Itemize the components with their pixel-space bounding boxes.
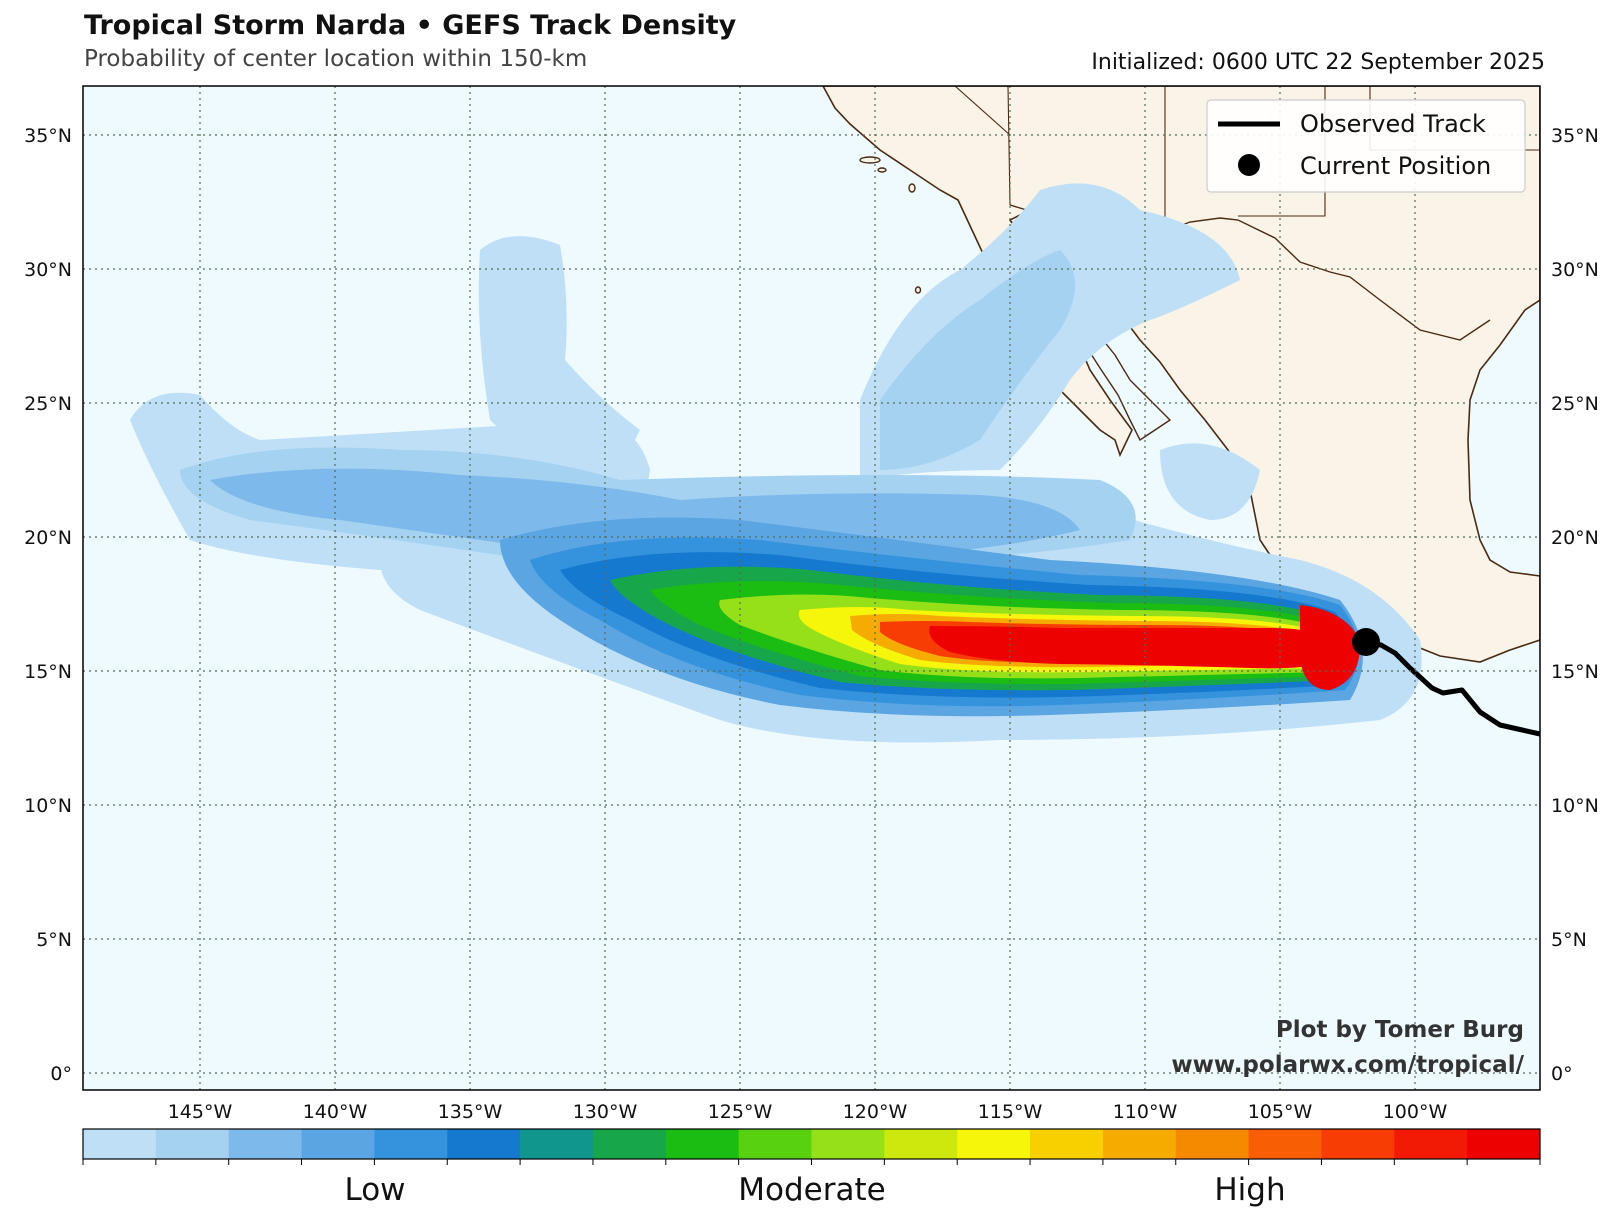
lon-label: 120°W (843, 1101, 908, 1123)
colorbar-swatch (1102, 1129, 1177, 1159)
lat-label: 35°N (1551, 125, 1599, 147)
colorbar-swatch (374, 1129, 448, 1159)
colorbar-swatch (738, 1129, 812, 1159)
lat-label: 30°N (1551, 259, 1599, 281)
lat-label: 15°N (1551, 661, 1599, 683)
colorbar-swatch (1467, 1129, 1541, 1159)
lat-label: 0° (1551, 1063, 1573, 1085)
lon-label: 105°W (1248, 1101, 1313, 1123)
colorbar (83, 1129, 1541, 1159)
colorbar-swatch (1175, 1129, 1250, 1159)
map-subtitle: Probability of center location within 15… (84, 46, 588, 72)
credit-line-1: Plot by Tomer Burg (1276, 1017, 1524, 1043)
lat-label: 5°N (36, 929, 72, 951)
colorbar-swatch (155, 1129, 230, 1159)
colorbar-swatch (83, 1129, 157, 1159)
lat-label: 0° (50, 1063, 72, 1085)
lon-label: 125°W (708, 1101, 773, 1123)
lon-label: 115°W (978, 1101, 1043, 1123)
map-frame (82, 85, 1541, 1091)
observed-track-line (1365, 639, 1540, 737)
lat-labels-left: 0° 5°N 10°N 15°N 20°N 25°N 30°N 35°N (24, 125, 72, 1085)
lon-label: 110°W (1113, 1101, 1178, 1123)
lat-label: 20°N (24, 527, 72, 549)
lon-labels: 145°W 140°W 135°W 130°W 125°W 120°W 115°… (168, 1101, 1448, 1123)
lon-label: 100°W (1383, 1101, 1448, 1123)
legend-current-swatch (1238, 154, 1260, 176)
colorbar-swatch (1248, 1129, 1322, 1159)
colorbar-swatch (884, 1129, 958, 1159)
legend-observed-label: Observed Track (1300, 110, 1486, 138)
colorbar-swatch (1394, 1129, 1468, 1159)
colorbar-label-moderate: Moderate (738, 1172, 885, 1208)
lat-label: 25°N (1551, 393, 1599, 415)
current-position-marker (1352, 628, 1380, 656)
lat-label: 20°N (1551, 527, 1599, 549)
colorbar-swatch (811, 1129, 885, 1159)
lat-label: 30°N (24, 259, 72, 281)
legend-current-label: Current Position (1300, 152, 1491, 180)
initialized-time: Initialized: 0600 UTC 22 September 2025 (1091, 50, 1545, 75)
colorbar-swatch (1321, 1129, 1395, 1159)
islands (859, 156, 1233, 571)
colorbar-swatch (665, 1129, 740, 1159)
lon-label: 145°W (168, 1101, 233, 1123)
legend: Observed Track Current Position (1206, 99, 1526, 193)
lat-label: 10°N (1551, 795, 1599, 817)
lat-label: 15°N (24, 661, 72, 683)
colorbar-swatch (228, 1129, 303, 1159)
track-density (130, 183, 1422, 743)
colorbar-swatch (447, 1129, 521, 1159)
lat-label: 10°N (24, 795, 72, 817)
lon-label: 140°W (303, 1101, 368, 1123)
colorbar-swatch (520, 1129, 594, 1159)
colorbar-ticks (82, 1159, 1541, 1165)
lat-labels-right: 0° 5°N 10°N 15°N 20°N 25°N 30°N 35°N (1551, 125, 1599, 1085)
map-title: Tropical Storm Narda • GEFS Track Densit… (84, 10, 737, 41)
lon-label: 130°W (573, 1101, 638, 1123)
legend-box (1206, 99, 1526, 193)
lon-label: 135°W (438, 1101, 503, 1123)
state-borders (954, 86, 1540, 232)
colorbar-swatch (1030, 1129, 1104, 1159)
lat-label: 5°N (1551, 929, 1587, 951)
lat-label: 25°N (24, 393, 72, 415)
colorbar-swatch (301, 1129, 375, 1159)
colorbar-label-high: High (1214, 1172, 1285, 1208)
credit-line-2: www.polarwx.com/tropical/ (1171, 1052, 1524, 1078)
lat-label: 35°N (24, 125, 72, 147)
colorbar-swatch (592, 1129, 667, 1159)
colorbar-label-low: Low (344, 1172, 405, 1208)
colorbar-swatch (957, 1129, 1031, 1159)
